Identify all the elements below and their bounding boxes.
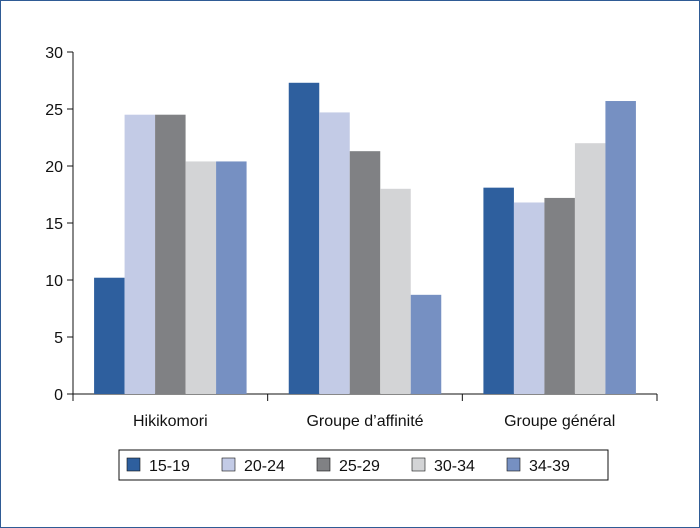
bar — [319, 112, 350, 395]
x-category-label: Groupe général — [504, 413, 615, 430]
legend-label: 34-39 — [529, 458, 570, 475]
bar — [380, 188, 411, 394]
legend-swatch — [506, 457, 521, 472]
legend-label: 20-24 — [244, 458, 285, 475]
legend-swatch — [316, 457, 331, 472]
y-tick-label: 5 — [54, 330, 63, 347]
legend-swatch — [221, 457, 236, 472]
y-tick-label: 10 — [45, 273, 63, 290]
bar — [288, 82, 320, 394]
bar — [483, 187, 514, 394]
bar — [349, 151, 381, 394]
bar — [185, 161, 217, 394]
y-tick-label: 20 — [45, 159, 63, 176]
x-category-label: Hikikomori — [133, 413, 208, 430]
y-tick-label: 0 — [54, 387, 63, 404]
legend-label: 30-34 — [434, 458, 475, 475]
y-tick-label: 15 — [45, 216, 63, 233]
legend-box — [118, 449, 609, 481]
legend-swatch — [126, 457, 141, 472]
y-tick-label: 25 — [45, 102, 63, 119]
bar — [410, 294, 442, 394]
x-category-label: Groupe d’affinité — [306, 413, 423, 430]
bar — [94, 277, 125, 394]
bar — [574, 143, 606, 394]
legend-label: 15-19 — [149, 458, 190, 475]
y-tick-label: 30 — [45, 45, 63, 62]
legend-swatch — [411, 457, 426, 472]
bar — [216, 161, 247, 394]
bar — [155, 114, 186, 394]
bar — [605, 101, 636, 395]
bar — [124, 114, 156, 394]
legend-label: 25-29 — [339, 458, 380, 475]
bar — [513, 202, 545, 394]
bar — [544, 197, 575, 394]
